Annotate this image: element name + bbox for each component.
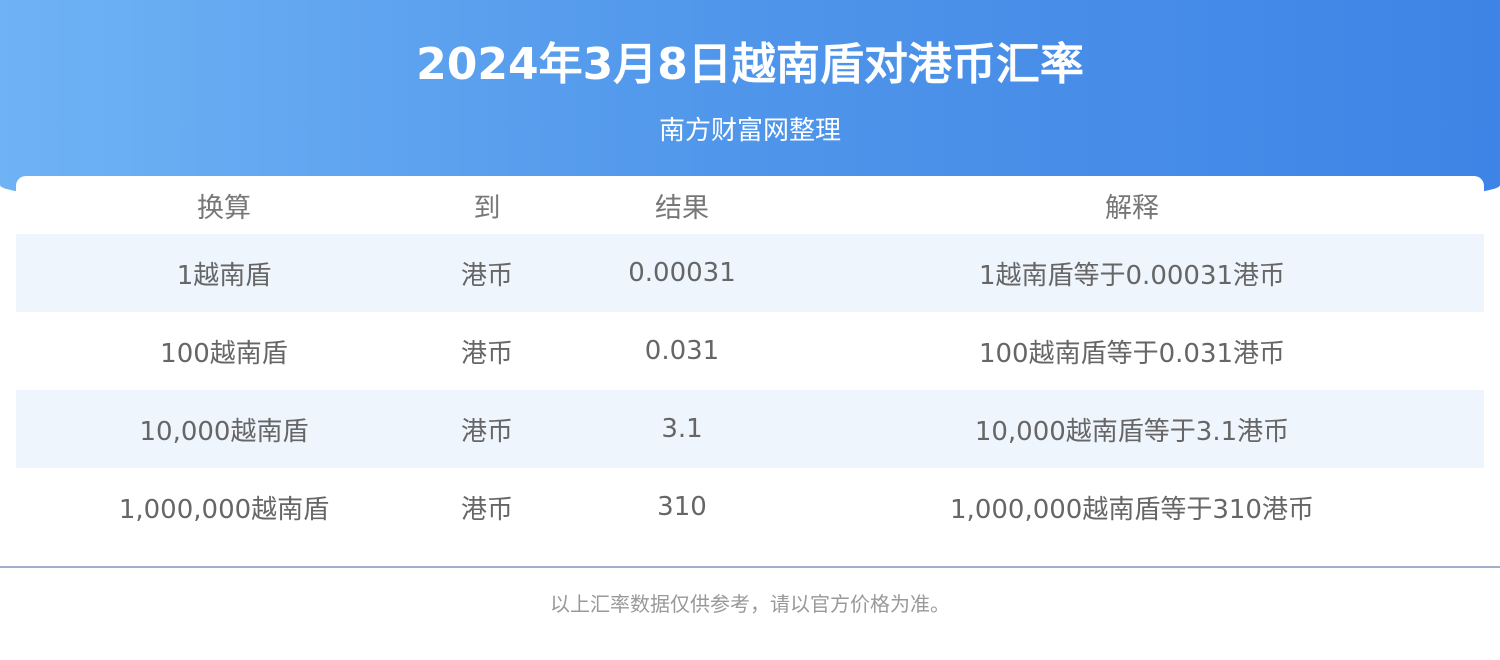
footer-note: 以上汇率数据仅供参考，请以官方价格为准。: [550, 592, 950, 616]
page-title: 2024年3月8日越南盾对港币汇率: [416, 39, 1084, 90]
header-cell: 换算: [197, 192, 251, 224]
rate-table: 换算 到 结果 解释 1越南盾 港币 0.00031 1越南盾等于0.00031港币 …: [16, 176, 1484, 566]
cell: 港币: [460, 494, 513, 525]
table-row: 100越南盾 港币 0.031 100越南盾等于0.031港币: [16, 312, 1484, 390]
header-cell: 结果: [655, 192, 709, 224]
cell: 310: [657, 492, 707, 522]
cell: 1越南盾: [176, 260, 272, 291]
cell: 100越南盾: [160, 338, 288, 369]
cell: 0.00031: [628, 258, 736, 288]
cell: 1,000,000越南盾等于310港币: [950, 494, 1314, 525]
table-row: 10,000越南盾 港币 3.1 10,000越南盾等于3.1港币: [16, 390, 1484, 468]
cell: 港币: [460, 338, 513, 369]
cell: 100越南盾等于0.031港币: [978, 338, 1286, 369]
cell: 1,000,000越南盾: [118, 494, 330, 525]
table-row: 1越南盾 港币 0.00031 1越南盾等于0.00031港币: [16, 234, 1484, 312]
divider: [0, 566, 1500, 568]
cell: 10,000越南盾等于3.1港币: [974, 416, 1290, 447]
page-subtitle: 南方财富网整理: [658, 116, 841, 146]
cell: 10,000越南盾: [139, 416, 309, 447]
header-cell: 解释: [1105, 192, 1159, 224]
table-header: 换算 到 结果 解释: [16, 176, 1484, 234]
cell: 港币: [460, 260, 513, 291]
cell: 1越南盾等于0.00031港币: [978, 260, 1286, 291]
cell: 3.1: [661, 414, 703, 444]
cell: 港币: [460, 416, 513, 447]
header-cell: 到: [473, 192, 501, 224]
table-row: 1,000,000越南盾 港币 310 1,000,000越南盾等于310港币: [16, 468, 1484, 546]
cell: 0.031: [644, 336, 720, 366]
